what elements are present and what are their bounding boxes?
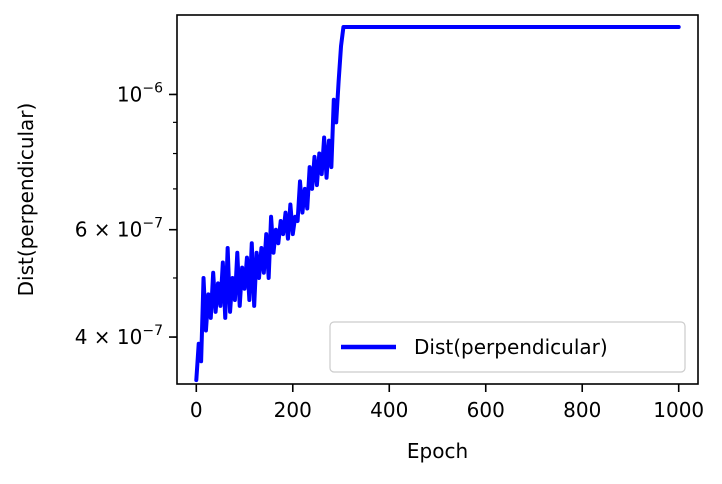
x-tick-label: 800 bbox=[563, 398, 601, 422]
legend-label: Dist(perpendicular) bbox=[414, 335, 608, 359]
legend: Dist(perpendicular) bbox=[329, 321, 686, 373]
y-tick-label: 10−6 bbox=[117, 80, 163, 106]
y-axis-label: Dist(perpendicular) bbox=[14, 103, 38, 297]
x-tick-label: 200 bbox=[274, 398, 312, 422]
legend-box bbox=[329, 321, 686, 373]
x-tick-label: 0 bbox=[190, 398, 203, 422]
x-tick-label: 1000 bbox=[653, 398, 704, 422]
plot-area bbox=[194, 25, 681, 383]
axes-frame bbox=[176, 14, 699, 385]
x-tick-label: 600 bbox=[467, 398, 505, 422]
x-tick-label: 400 bbox=[370, 398, 408, 422]
x-axis-label: Epoch bbox=[407, 439, 468, 463]
y-tick-label: 6 × 10−7 bbox=[75, 216, 163, 242]
series-line-0 bbox=[194, 25, 681, 383]
y-tick-label: 4 × 10−7 bbox=[75, 323, 163, 349]
axes-ticks: 0 200 400 600 800 1000 4 × 10−7 6 × 10−7 10−6 bbox=[75, 80, 704, 422]
